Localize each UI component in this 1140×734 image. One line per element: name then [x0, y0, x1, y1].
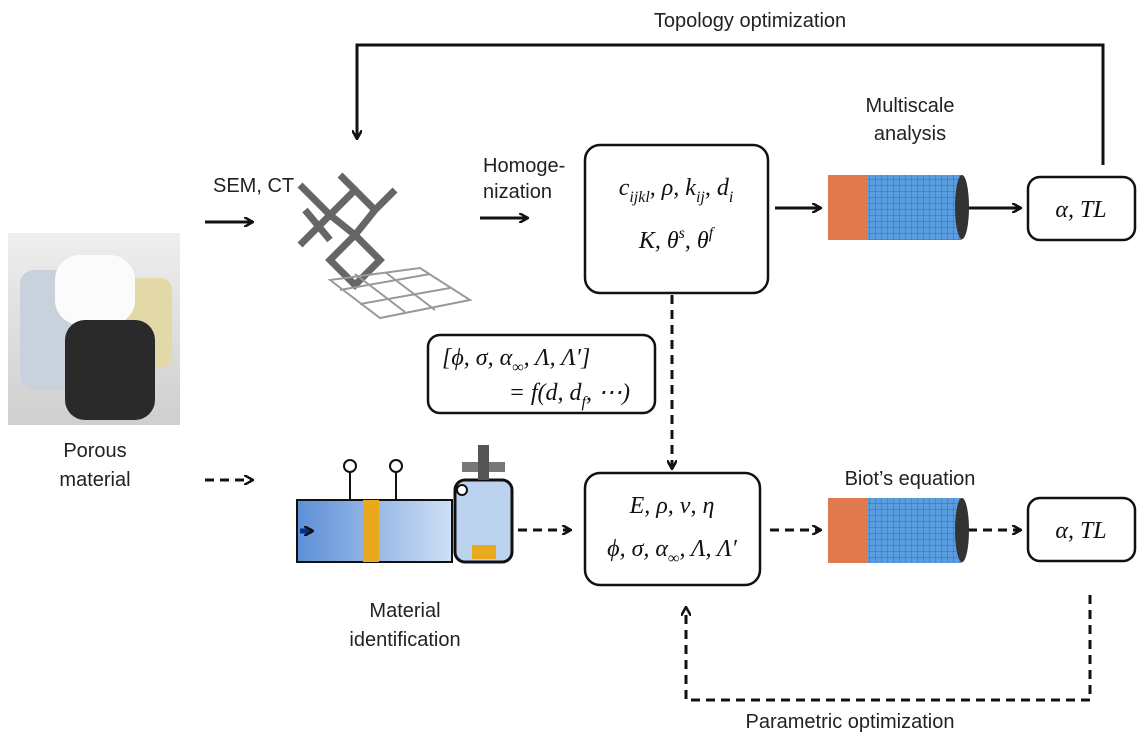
label: analysis	[874, 123, 946, 145]
formula-part: ijkl	[629, 189, 650, 206]
diagram: Topology optimization SEM, CT Homoge- ni…	[0, 0, 1140, 734]
formula-part: , Λ, Λ′]	[524, 345, 591, 371]
formula-part: , d	[705, 175, 730, 201]
label: SEM, CT	[213, 175, 294, 197]
formula-part: , ⋯)	[586, 380, 630, 406]
homogenized-box	[585, 145, 768, 293]
formula-part: [ϕ, σ, α	[442, 345, 513, 371]
formula-part: K, θ	[638, 228, 679, 254]
label: nization	[483, 181, 552, 203]
label: Biot’s equation	[845, 468, 976, 490]
label: Homoge-	[483, 155, 565, 177]
cylinder-model	[828, 498, 969, 563]
parametric-loop	[686, 595, 1090, 700]
foam-photo	[8, 233, 180, 425]
formula-part: ∞	[668, 550, 679, 567]
output: α, TL	[1055, 518, 1106, 544]
formula-part: E, ρ, ν, η	[629, 493, 715, 519]
formula-part: i	[729, 189, 733, 206]
label: Porous	[63, 440, 126, 462]
formula-part: , θ	[685, 228, 709, 254]
cylinder-model	[828, 175, 969, 240]
formula-line: K, θs, θf	[638, 225, 716, 254]
label: Topology optimization	[654, 10, 846, 32]
formula-part: ∞	[512, 359, 523, 376]
formula-part: ϕ, σ, α	[607, 536, 668, 562]
label: Multiscale	[866, 95, 955, 117]
mesh-grid	[330, 268, 470, 318]
formula-part: , Λ, Λ′	[679, 536, 737, 562]
label: Material	[369, 600, 440, 622]
formula-line: E, ρ, ν, η	[629, 493, 715, 519]
lattice	[300, 175, 395, 285]
label: identification	[349, 629, 460, 651]
formula-part: c	[619, 175, 630, 201]
label: material	[59, 469, 130, 491]
parameter-box	[585, 473, 760, 585]
formula-part: = f(d, d	[509, 380, 583, 406]
formula-part: , ρ, k	[650, 175, 697, 201]
impedance-tube	[297, 445, 512, 562]
label: Parametric optimization	[746, 711, 955, 733]
output: α, TL	[1055, 197, 1106, 223]
